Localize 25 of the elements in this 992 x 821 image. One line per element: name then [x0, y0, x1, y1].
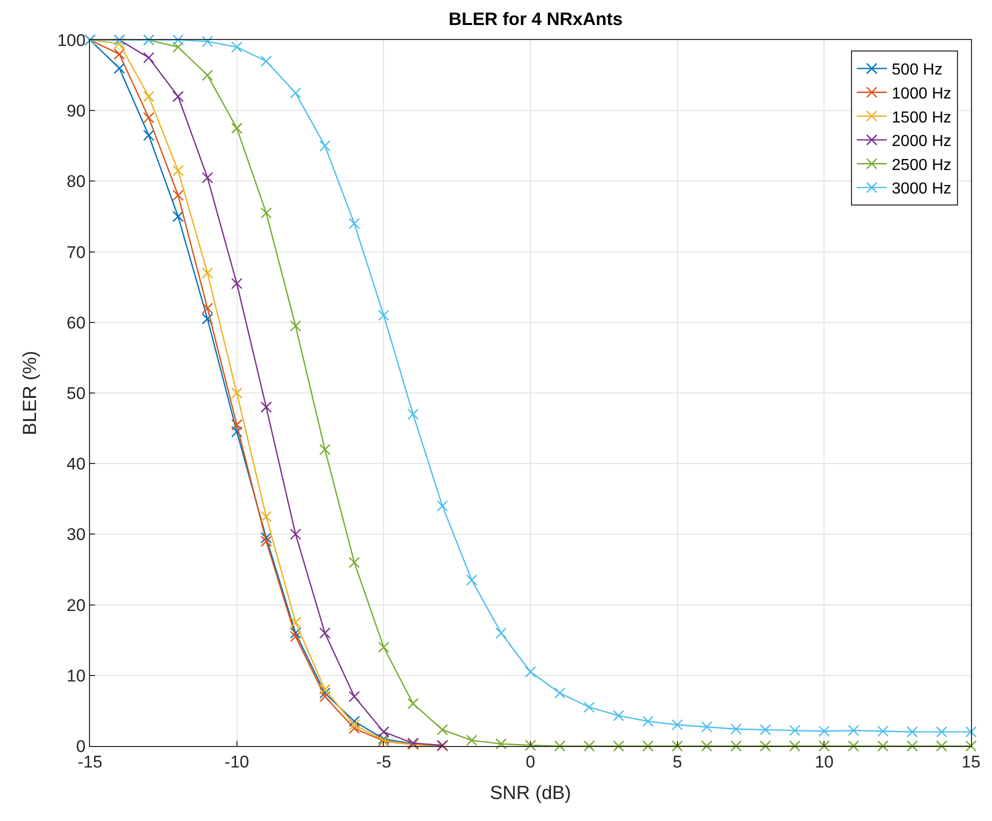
y-tick-label: 50	[66, 384, 86, 403]
legend-label: 2500 Hz	[892, 156, 952, 174]
y-tick-label: 20	[66, 596, 86, 615]
legend-label: 500 Hz	[892, 62, 942, 79]
y-tick-label: 70	[66, 242, 86, 262]
legend-label: 3000 Hz	[892, 180, 952, 198]
x-tick-label: 5	[672, 752, 682, 772]
y-tick-label: 100	[57, 30, 86, 50]
legend-label: 1000 Hz	[892, 86, 952, 103]
x-tick-label: -10	[224, 752, 250, 772]
x-tick-label: 0	[526, 752, 536, 772]
y-tick-label: 40	[66, 454, 86, 474]
y-tick-label: 80	[66, 172, 86, 192]
x-tick-label: -5	[376, 752, 392, 772]
y-axis-title: BLER (%)	[20, 350, 42, 436]
legend-label: 2000 Hz	[892, 133, 952, 150]
y-tick-label: 10	[66, 666, 86, 686]
chart-title: BLER for 4 NRxAnts	[448, 8, 623, 29]
y-tick-label: 90	[66, 102, 86, 121]
y-tick-label: 30	[66, 525, 86, 544]
y-tick-label: 60	[66, 313, 86, 332]
legend-label: 1500 Hz	[892, 109, 952, 126]
x-tick-label: 10	[814, 752, 834, 772]
x-axis-title: SNR (dB)	[490, 783, 572, 804]
x-tick-label: 15	[962, 752, 980, 772]
